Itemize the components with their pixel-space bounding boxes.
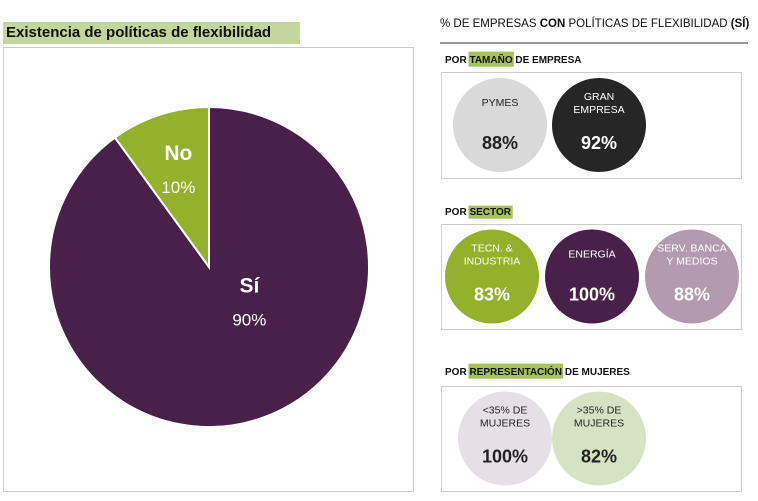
stat-circle [645, 229, 739, 324]
title-part: POR [445, 207, 469, 218]
title-part: POR [445, 55, 469, 66]
stat-value: 82% [581, 446, 617, 466]
slice-value: 90% [232, 311, 266, 330]
stat-circle [453, 78, 547, 172]
title-highlight [468, 51, 514, 67]
title-highlight [468, 363, 564, 379]
slice-label: No [164, 142, 192, 165]
stat-value: 88% [674, 284, 710, 304]
title-part: (SÍ) [731, 17, 750, 30]
title-part: REPRESENTACIÓN [469, 365, 562, 378]
title-highlight [468, 205, 513, 219]
title-part: DE MUJERES [562, 367, 630, 378]
stat-label: INDUSTRIA [464, 255, 521, 267]
stat-label: >35% DE [577, 404, 622, 416]
stat-label: SERV. BANCA [657, 242, 726, 254]
chart-title: Existencia de políticas de flexibilidad [6, 24, 271, 41]
stat-label: EMPRESA [573, 104, 624, 116]
slice-label: Sí [239, 275, 260, 298]
stat-circle [545, 229, 639, 324]
stat-label: TECN. & [471, 242, 512, 254]
stat-label: GRAN [584, 91, 614, 103]
group-frame [441, 224, 742, 330]
panel-title: % DE EMPRESAS CON POLÍTICAS DE FLEXIBILI… [440, 17, 749, 30]
title-part: TAMAÑO [469, 53, 512, 66]
stat-value: 92% [581, 133, 617, 153]
stat-value: 100% [482, 446, 528, 466]
group-title: POR REPRESENTACIÓN DE MUJERES [445, 365, 630, 378]
stat-value: 100% [569, 284, 615, 304]
stat-label: MUJERES [480, 417, 530, 429]
group-title: POR SECTOR [445, 207, 512, 218]
stat-label: <35% DE [483, 404, 528, 416]
title-part: POLÍTICAS DE FLEXIBILIDAD [565, 17, 731, 30]
stat-label: MUJERES [574, 417, 624, 429]
title-highlight [3, 22, 300, 44]
slice-value: 10% [161, 178, 195, 197]
title-part: % DE EMPRESAS [440, 18, 540, 30]
title-part: SECTOR [469, 207, 511, 218]
stat-label: PYMES [482, 97, 519, 109]
title-part: POR [445, 367, 469, 378]
title-part: DE EMPRESA [513, 55, 582, 66]
stat-circle [552, 391, 646, 486]
stat-label: Y MEDIOS [666, 255, 717, 267]
title-part: CON [540, 18, 566, 30]
stat-circle [552, 78, 646, 172]
group-title: POR TAMAÑO DE EMPRESA [445, 53, 582, 66]
stat-label: ENERGÍA [568, 247, 615, 260]
stat-circle [458, 391, 552, 486]
stat-value: 88% [482, 133, 518, 153]
stat-circle [445, 229, 539, 324]
group-frame [441, 72, 742, 179]
chart-frame [3, 47, 414, 492]
stat-value: 83% [474, 284, 510, 304]
group-frame [441, 386, 742, 492]
pie-slice [113, 105, 210, 271]
